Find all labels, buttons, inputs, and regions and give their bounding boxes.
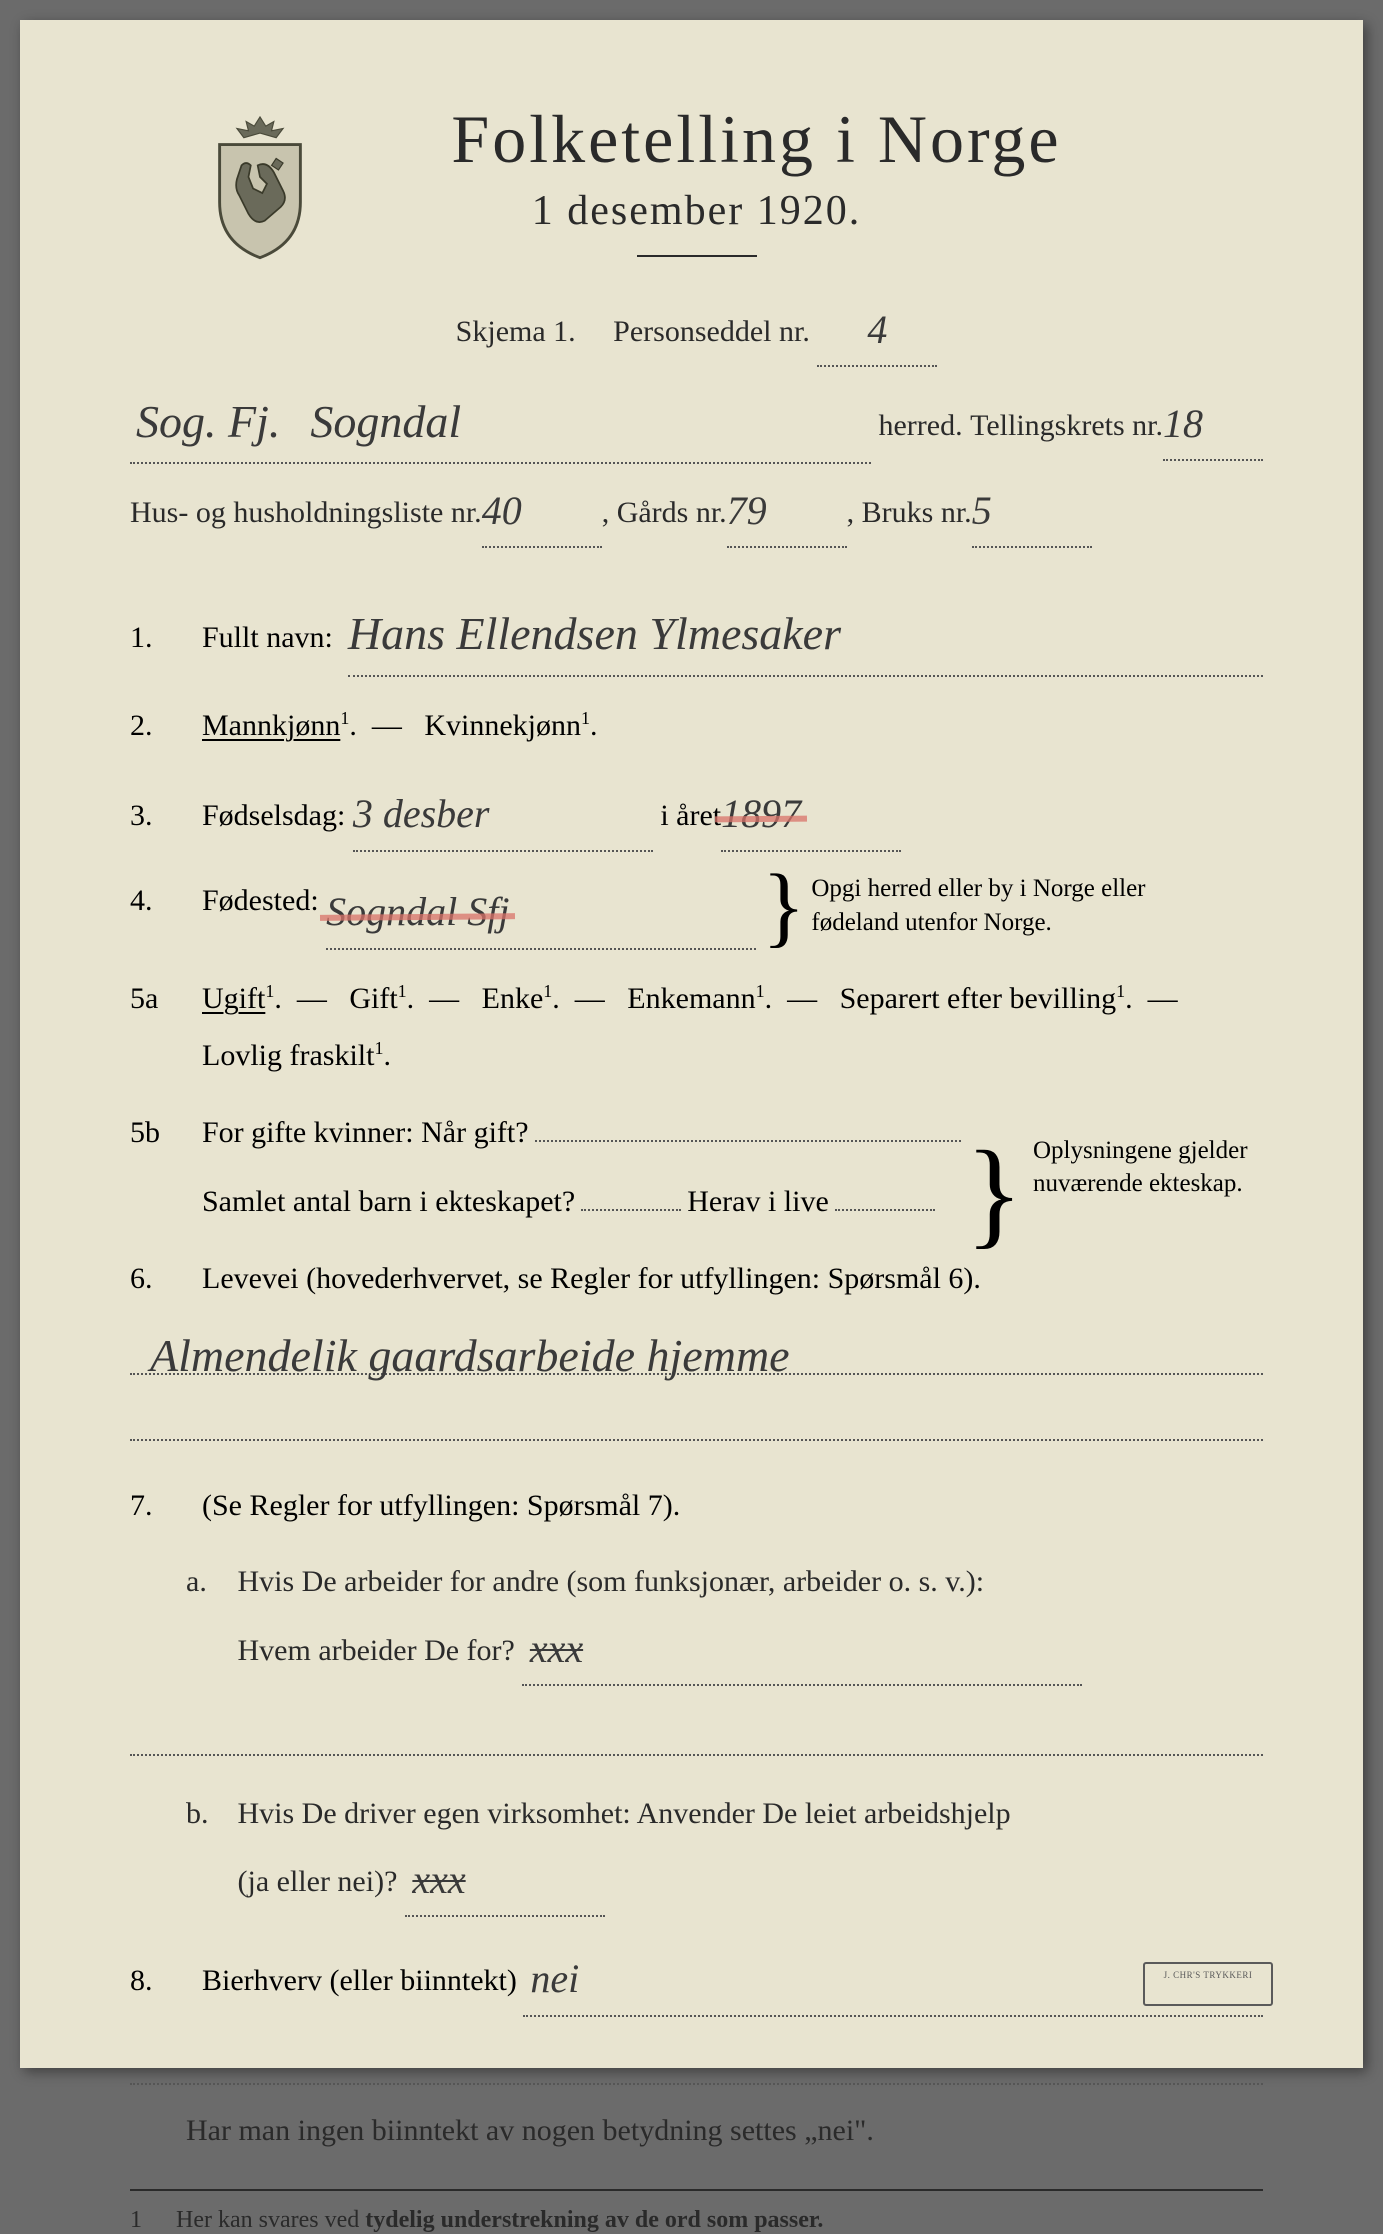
county-prefix: Sog. Fj. (136, 396, 280, 447)
q7-label: (Se Regler for utfyllingen: Spørsmål 7). (202, 1489, 680, 1522)
q4-note: Opgi herred eller by i Norge eller fødel… (811, 872, 1151, 940)
q6-label: Levevei (hovederhvervet, se Regler for u… (202, 1262, 981, 1295)
q7a: a. Hvis De arbeider for andre (som funks… (130, 1554, 1263, 1686)
q3-day: 3 desber (353, 791, 490, 836)
q5a-opt4: Separert efter bevilling (840, 982, 1117, 1015)
q5a-num: 5a (130, 982, 186, 1016)
q5a-opt3: Enkemann (627, 982, 755, 1015)
q2-num: 2. (130, 709, 186, 743)
q5b: 5b For gifte kvinner: Når gift? Samlet a… (130, 1104, 1263, 1230)
form-header: Folketelling i Norge 1 desember 1920. (130, 100, 1263, 257)
footnote-rule (130, 2189, 1263, 2191)
q2-mann: Mannkjønn (202, 709, 340, 742)
q5a: 5a Ugift1. — Gift1. — Enke1. — Enkemann1… (130, 970, 1263, 1084)
q5b-label1: For gifte kvinner: Når gift? (202, 1104, 529, 1161)
q5b-label2: Samlet antal barn i ekteskapet? (202, 1173, 575, 1230)
q8-num: 8. (130, 1964, 186, 1998)
q7-num: 7. (130, 1489, 186, 1523)
q6-line1: Almendelik gaardsarbeide hjemme (130, 1327, 1263, 1375)
q4-label: Fødested: (202, 872, 319, 929)
footnote-num: 1 (130, 2207, 170, 2234)
q7a-line2 (130, 1708, 1263, 1756)
q1-num: 1. (130, 621, 186, 655)
q7b-label: b. (186, 1786, 230, 1842)
q7a-text: Hvis De arbeider for andre (som funksjon… (238, 1565, 985, 1598)
q3-num: 3. (130, 799, 186, 833)
husliste-label: Hus- og husholdningsliste nr. (130, 485, 482, 541)
q5b-num: 5b (130, 1116, 186, 1150)
gards-label: , Gårds nr. (602, 485, 727, 541)
brace-icon: } (762, 880, 805, 934)
footnote-text: Her kan svares ved tydelig understreknin… (176, 2207, 823, 2233)
q8: 8. Bierhverv (eller biinntekt) nei (130, 1939, 1263, 2017)
q7b-text: Hvis De driver egen virksomhet: Anvender… (238, 1797, 1011, 1830)
q3: 3. Fødselsdag: 3 desber i året 1897 (130, 774, 1263, 852)
q1: 1. Fullt navn: Hans Ellendsen Ylmesaker (130, 588, 1263, 677)
herred-row: Sog. Fj. Sogndal herred. Tellingskrets n… (130, 377, 1263, 464)
q1-label: Fullt navn: (202, 609, 333, 666)
q8-value: nei (530, 1956, 579, 2001)
husliste-nr: 40 (482, 488, 522, 533)
q3-year: 1897 (721, 791, 801, 836)
q4-num: 4. (130, 884, 186, 918)
q7b: b. Hvis De driver egen virksomhet: Anven… (130, 1786, 1263, 1918)
q6-value: Almendelik gaardsarbeide hjemme (150, 1329, 790, 1375)
brace-icon: } (965, 1160, 1023, 1226)
tellingskrets-nr: 18 (1163, 401, 1203, 446)
q6-num: 6. (130, 1262, 186, 1296)
personseddel-label: Personseddel nr. (613, 315, 810, 348)
q2-kvinne: Kvinnekjønn (424, 709, 581, 742)
q7b-val: xxx (412, 1857, 465, 1902)
herred-name: Sogndal (310, 396, 461, 447)
header-divider (637, 255, 757, 257)
tail-note: Har man ingen biinntekt av nogen betydni… (130, 2103, 1263, 2159)
q4: 4. Fødested: Sogndal Sfj } Opgi herred e… (130, 872, 1263, 950)
skjema-label: Skjema 1. (456, 315, 576, 348)
census-form-page: Folketelling i Norge 1 desember 1920. Sk… (20, 20, 1363, 2068)
q5a-opt2: Enke (482, 982, 544, 1015)
q7a-val: xxx (530, 1626, 583, 1671)
q8-line2 (130, 2037, 1263, 2085)
personseddel-nr: 4 (867, 307, 887, 352)
bruks-nr: 5 (972, 488, 992, 533)
printer-stamp: J. CHR'S TRYKKERI (1143, 1962, 1273, 2006)
q6: 6. Levevei (hovederhvervet, se Regler fo… (130, 1250, 1263, 1307)
herred-label: herred. (878, 398, 962, 454)
q1-value: Hans Ellendsen Ylmesaker (348, 608, 841, 659)
husliste-row: Hus- og husholdningsliste nr. 40 , Gårds… (130, 472, 1263, 548)
q2: 2. Mannkjønn1. — Kvinnekjønn1. (130, 697, 1263, 754)
bruks-label: , Bruks nr. (847, 485, 972, 541)
q7b-q: (ja eller nei)? (238, 1865, 398, 1898)
footnote: 1 Her kan svares ved tydelig understrekn… (130, 2207, 1263, 2234)
coat-of-arms-icon (200, 110, 320, 260)
q3-year-label: i året (660, 787, 721, 844)
q5a-opt5: Lovlig fraskilt (202, 1039, 374, 1072)
q6-line2 (130, 1393, 1263, 1441)
q7: 7. (Se Regler for utfyllingen: Spørsmål … (130, 1477, 1263, 1534)
skjema-row: Skjema 1. Personseddel nr. 4 (130, 291, 1263, 367)
q5b-note: Oplysningene gjelder nuværende ekteskap. (1033, 1134, 1263, 1202)
q5b-label3: Herav i live (687, 1173, 829, 1230)
q5a-opt0: Ugift (202, 982, 265, 1015)
q7a-q: Hvem arbeider De for? (238, 1634, 515, 1667)
q5a-opt1: Gift (349, 982, 397, 1015)
tellingskrets-label: Tellingskrets nr. (970, 398, 1163, 454)
q4-value: Sogndal Sfj (326, 889, 509, 934)
q7a-label: a. (186, 1554, 230, 1610)
gards-nr: 79 (727, 488, 767, 533)
q3-label: Fødselsdag: (202, 787, 345, 844)
q8-label: Bierhverv (eller biinntekt) (202, 1952, 517, 2009)
